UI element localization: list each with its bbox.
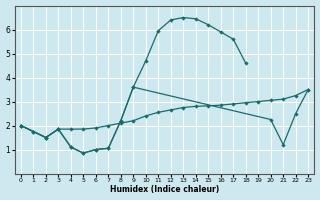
X-axis label: Humidex (Indice chaleur): Humidex (Indice chaleur) (110, 185, 219, 194)
